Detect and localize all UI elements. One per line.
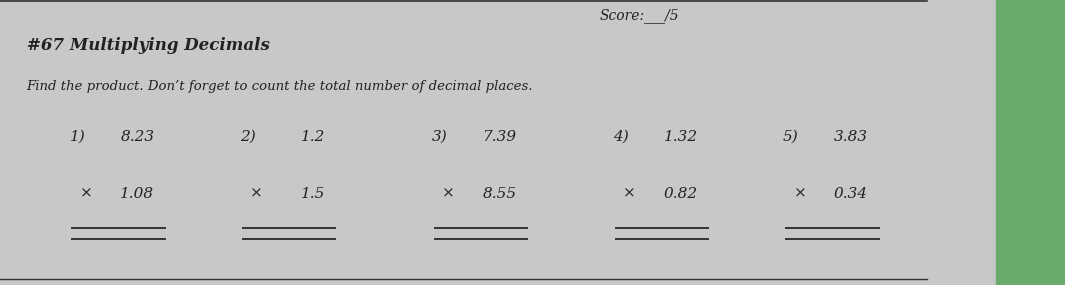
Text: #67 Multiplying Decimals: #67 Multiplying Decimals bbox=[27, 37, 269, 54]
Text: 1.5: 1.5 bbox=[300, 187, 325, 201]
Text: 4): 4) bbox=[612, 130, 628, 144]
Text: ×: × bbox=[250, 187, 263, 201]
Text: 1): 1) bbox=[69, 130, 85, 144]
Text: 5): 5) bbox=[783, 130, 799, 144]
Text: ×: × bbox=[442, 187, 455, 201]
Text: 0.82: 0.82 bbox=[663, 187, 698, 201]
Text: 8.23: 8.23 bbox=[120, 130, 154, 144]
Bar bbox=[996, 0, 1065, 285]
Text: 1.08: 1.08 bbox=[120, 187, 154, 201]
Text: Score:___/5: Score:___/5 bbox=[600, 9, 678, 23]
Text: 1.2: 1.2 bbox=[300, 130, 325, 144]
Text: ×: × bbox=[793, 187, 806, 201]
Text: ×: × bbox=[623, 187, 636, 201]
Text: 1.32: 1.32 bbox=[663, 130, 698, 144]
Text: ×: × bbox=[80, 187, 93, 201]
Text: Find the product. Don’t forget to count the total number of decimal places.: Find the product. Don’t forget to count … bbox=[27, 80, 534, 93]
Text: 3): 3) bbox=[431, 130, 447, 144]
Text: 3.83: 3.83 bbox=[834, 130, 868, 144]
Text: 7.39: 7.39 bbox=[482, 130, 517, 144]
Text: 0.34: 0.34 bbox=[834, 187, 868, 201]
Text: 2): 2) bbox=[240, 130, 256, 144]
Text: 8.55: 8.55 bbox=[482, 187, 517, 201]
